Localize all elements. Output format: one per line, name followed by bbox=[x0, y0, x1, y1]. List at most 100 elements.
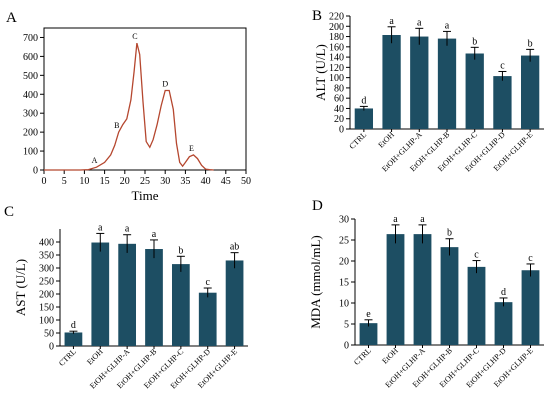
y-tick-label: 250 bbox=[39, 277, 54, 288]
x-tick-label: 20 bbox=[120, 176, 130, 187]
significance-label: a bbox=[420, 214, 425, 225]
y-tick-label: 400 bbox=[39, 238, 54, 249]
y-tick-label: 0 bbox=[339, 125, 344, 136]
bar bbox=[91, 242, 110, 346]
y-tick-label: 160 bbox=[329, 42, 344, 53]
y-tick-label: 400 bbox=[23, 90, 38, 101]
category-label: EtOH bbox=[85, 347, 105, 367]
y-tick-label: 25 bbox=[339, 236, 349, 247]
panel-letter: D bbox=[312, 198, 323, 214]
category-label: EtOH bbox=[380, 346, 400, 366]
y-tick-label: 600 bbox=[23, 52, 38, 63]
y-tick-label: 100 bbox=[39, 316, 54, 327]
y-axis-title: ALT (U/L) bbox=[313, 44, 328, 101]
significance-label: a bbox=[445, 20, 450, 31]
y-tick-label: 220 bbox=[329, 12, 344, 23]
peak-label: B bbox=[114, 121, 119, 130]
significance-label: d bbox=[71, 320, 76, 331]
bar bbox=[386, 234, 405, 345]
bar bbox=[382, 35, 401, 129]
x-tick-label: 0 bbox=[42, 176, 47, 187]
y-tick-label: 20 bbox=[334, 114, 344, 125]
y-tick-label: 15 bbox=[339, 278, 349, 289]
x-axis-title: Time bbox=[132, 188, 159, 203]
y-tick-label: 200 bbox=[329, 22, 344, 33]
y-tick-label: 140 bbox=[329, 53, 344, 64]
x-tick-label: 45 bbox=[221, 176, 231, 187]
x-tick-label: 5 bbox=[62, 176, 67, 187]
panel-a: A0 5 10 15 20 25 30 35 40 45 500100200300400500600… bbox=[6, 10, 251, 203]
peak-label: A bbox=[92, 156, 98, 165]
bar bbox=[493, 76, 512, 129]
y-tick-label: 100 bbox=[23, 147, 38, 158]
y-tick-label: 40 bbox=[334, 104, 344, 115]
y-tick-label: 200 bbox=[23, 128, 38, 139]
y-axis-title: MDA (mmol/mL) bbox=[308, 235, 323, 329]
y-tick-label: 350 bbox=[39, 251, 54, 262]
significance-label: c bbox=[474, 250, 479, 261]
bar bbox=[359, 323, 378, 345]
category-label: CTRL bbox=[57, 347, 78, 368]
significance-label: c bbox=[205, 277, 210, 288]
panel-c: C050100150200250300350400dCTRLaEtOHaEtOH… bbox=[4, 204, 248, 391]
bar bbox=[354, 108, 374, 129]
significance-label: d bbox=[501, 287, 506, 298]
y-tick-label: 50 bbox=[44, 329, 54, 340]
significance-label: ab bbox=[230, 242, 239, 253]
bar bbox=[64, 332, 83, 346]
significance-label: c bbox=[500, 60, 505, 71]
x-tick-label: 10 bbox=[79, 176, 89, 187]
panel-d: D051015202530eCTRLaEtOHaEtOH+GLHP-AbEtOH… bbox=[308, 198, 544, 390]
significance-label: a bbox=[125, 224, 130, 235]
significance-label: e bbox=[366, 309, 371, 320]
y-tick-label: 0 bbox=[49, 342, 54, 353]
y-tick-label: 0 bbox=[33, 166, 38, 177]
y-tick-label: 80 bbox=[334, 83, 344, 94]
significance-label: a bbox=[417, 17, 422, 28]
x-tick-label: 25 bbox=[140, 176, 150, 187]
y-tick-label: 60 bbox=[334, 94, 344, 105]
bar bbox=[521, 270, 540, 345]
significance-label: a bbox=[389, 16, 394, 27]
significance-label: b bbox=[178, 245, 183, 256]
y-tick-label: 5 bbox=[344, 320, 349, 331]
panel-letter: B bbox=[312, 8, 322, 24]
y-tick-label: 200 bbox=[39, 290, 54, 301]
y-axis-title: AST (U/L) bbox=[13, 259, 28, 316]
bar bbox=[145, 249, 163, 346]
bar bbox=[440, 247, 459, 345]
bar bbox=[465, 53, 484, 129]
bar bbox=[494, 302, 513, 345]
significance-label: d bbox=[361, 95, 366, 106]
plot-frame bbox=[43, 27, 247, 171]
significance-label: a bbox=[98, 222, 103, 233]
x-tick-label: 30 bbox=[160, 176, 170, 187]
y-tick-label: 500 bbox=[23, 71, 38, 82]
significance-label: b bbox=[447, 228, 452, 239]
x-tick-label: 35 bbox=[180, 176, 190, 187]
bar bbox=[410, 36, 429, 129]
category-label: CTRL bbox=[347, 130, 368, 151]
peak-label: D bbox=[162, 79, 168, 88]
y-tick-label: 20 bbox=[339, 257, 349, 268]
bar bbox=[198, 292, 217, 346]
significance-label: a bbox=[152, 229, 157, 240]
category-label: EtOH bbox=[376, 130, 396, 150]
panel-letter: A bbox=[6, 10, 17, 26]
panel-letter: C bbox=[4, 204, 14, 220]
bar bbox=[437, 38, 457, 129]
bar bbox=[467, 266, 486, 345]
y-tick-label: 100 bbox=[329, 73, 344, 84]
bar bbox=[413, 234, 432, 345]
y-tick-label: 30 bbox=[339, 215, 349, 226]
bar bbox=[520, 55, 540, 129]
significance-label: a bbox=[393, 214, 398, 225]
significance-label: c bbox=[528, 253, 533, 264]
category-label: CTRL bbox=[352, 346, 373, 367]
bar bbox=[225, 260, 244, 346]
x-tick-label: 15 bbox=[100, 176, 110, 187]
y-tick-label: 120 bbox=[329, 63, 344, 74]
y-tick-label: 300 bbox=[23, 109, 38, 120]
